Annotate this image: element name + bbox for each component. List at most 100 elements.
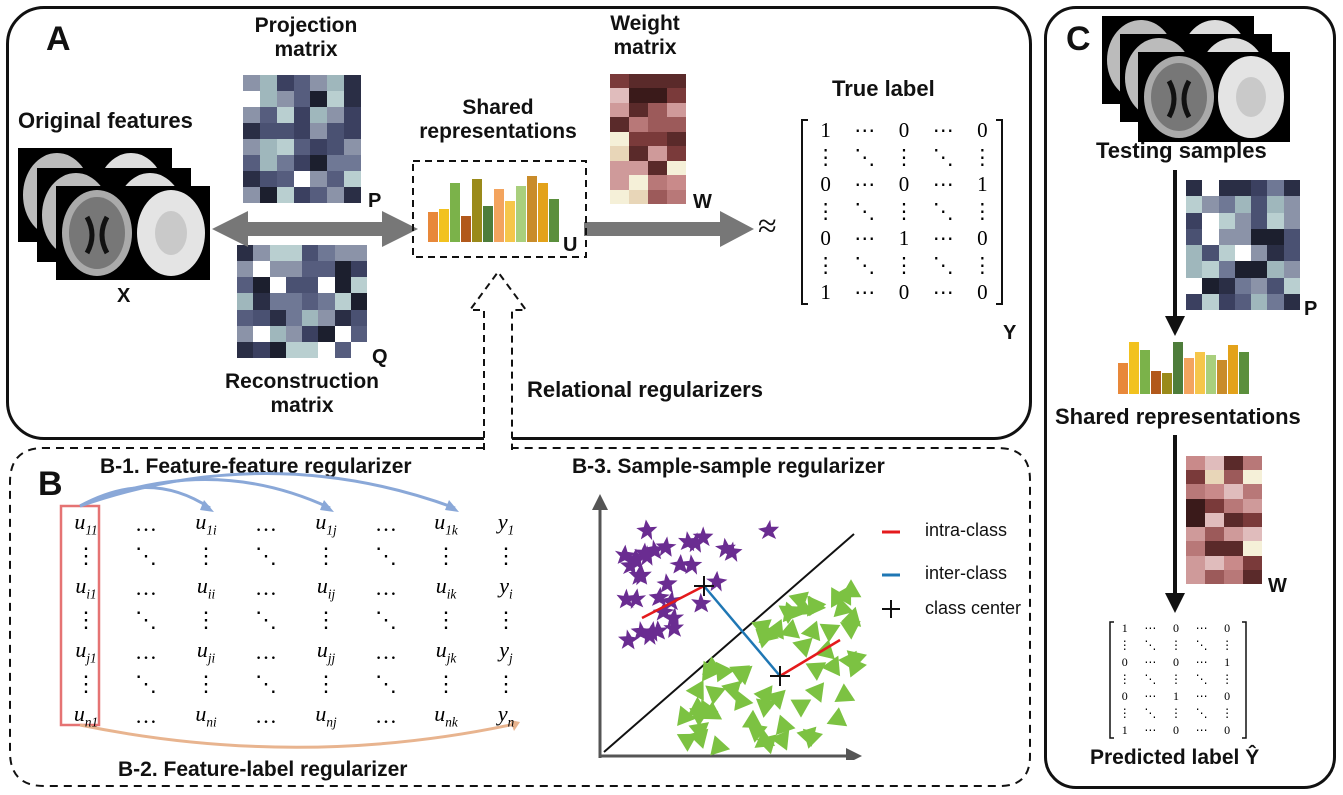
true-label-matrix: 1 ⋯ 0 ⋯ 0 ⋮ ⋱ ⋮ ⋱ ⋮ 0 ⋯ 0 ⋯ 1 ⋮ ⋱ ⋮ ⋱ ⋮ 0 ⋯ 1 ⋯ 0 ⋮ ⋱ ⋮ ⋱ ⋮ 1 ⋯ 0 ⋯ 0 [806,117,1002,306]
heatmap-cell [1283,277,1300,294]
matrix-cell: ⋮ [971,253,993,277]
triangle-sample [755,698,777,718]
heatmap-cell [334,277,351,294]
heatmap-cell [648,131,667,147]
w-label: W [693,191,712,213]
heatmap-cell [269,293,286,310]
shared-representations-title: Shared representations [398,96,598,144]
heatmap-cell [1251,228,1268,245]
heatmap-cell [1243,456,1262,471]
heatmap-cell [1267,212,1284,229]
heatmap-cell [243,75,260,91]
heatmap-cell [243,107,260,123]
matrix-cell: ⋯ [1195,723,1208,737]
heatmap-cell [1186,212,1203,229]
heatmap-cell [237,309,254,326]
heatmap-cell [648,146,667,161]
representation-bar [494,189,504,242]
heatmap-cell [237,245,254,262]
heatmap-cell [1186,555,1205,570]
matrix-cell: ⋮ [971,145,993,169]
heatmap-cell [1251,212,1268,229]
heatmap-cell [310,155,328,171]
heatmap-cell [1283,293,1300,310]
triangle-sample [819,623,841,643]
matrix-row: 0 ⋯ 0 ⋯ 1 [806,171,1002,198]
triangle-sample [834,683,856,702]
matrix-cell: ⋮ [75,671,97,696]
heatmap-cell [259,187,277,203]
matrix-row: 0 ⋯ 0 ⋯ 1 [1112,654,1240,671]
reconstruction-matrix-title: Reconstruction matrix [212,370,392,418]
representation-bar [1162,373,1172,394]
heatmap-cell [1224,555,1243,570]
heatmap-cell [1251,180,1268,197]
matrix-cell: ⋮ [1169,706,1182,720]
matrix-cell: 0 [1224,621,1231,635]
heatmap-cell [1251,196,1268,213]
heatmap-cell [1186,293,1203,310]
triangle-sample [792,637,813,658]
heatmap-cell [293,171,311,187]
matrix-cell: ⋯ [932,280,954,304]
heatmap-cell [327,139,345,155]
matrix-cell: ⋯ [932,118,954,142]
heatmap-cell [310,171,328,187]
matrix-cell: ⋮ [495,607,517,632]
heatmap-cell [1202,261,1219,278]
matrix-cell: ⋮ [893,199,915,223]
heatmap-cell [667,88,686,103]
matrix-row: u11 … u1i … u1j … u1k y1 [56,508,536,540]
heatmap-cell [667,189,686,204]
heatmap-cell [259,139,277,155]
heatmap-cell [318,309,335,326]
shared-representation-bars [428,176,568,242]
heatmap-cell [1234,180,1252,197]
triangle-sample [775,714,796,735]
heatmap-cell [1267,293,1284,310]
heatmap-cell [1267,228,1284,245]
representation-bar [1239,352,1249,394]
matrix-cell: ⋮ [1169,638,1182,652]
heatmap-cell [276,91,294,107]
heatmap-cell [293,91,311,107]
matrix-cell: ⋯ [932,226,954,250]
heatmap-cell [293,123,311,139]
heatmap-cell [1218,293,1235,310]
triangle-sample [676,733,698,752]
triangle-sample [826,707,848,727]
matrix-cell: ⋱ [135,607,157,632]
matrix-cell: ⋱ [135,671,157,696]
matrix-cell: ⋮ [1221,706,1234,720]
weight-line1: Weight [610,12,680,35]
heatmap-cell [1224,541,1243,556]
heatmap-cell [629,102,648,118]
heatmap-cell [259,123,277,139]
heatmap-cell [1267,196,1284,213]
matrix-cell: … [255,703,277,728]
triangle-sample [839,621,861,640]
matrix-cell: ⋯ [1195,655,1208,669]
heatmap-cell [1243,555,1262,570]
heatmap-cell [1224,569,1243,584]
heatmap-cell [344,155,361,171]
matrix-cell: ⋯ [1144,723,1157,737]
heatmap-cell [1267,245,1284,262]
heatmap-cell [253,309,270,326]
star-sample [630,621,652,641]
heatmap-cell [276,123,294,139]
heatmap-cell [1186,512,1205,528]
matrix-row: ⋮ ⋱ ⋮ ⋱ ⋮ ⋱ ⋮ ⋮ [56,668,536,700]
heatmap-cell [1218,180,1235,197]
heatmap-cell [629,189,648,204]
heatmap-cell [302,277,319,294]
matrix-cell: 0 [1224,689,1231,703]
matrix-cell: ⋮ [815,253,837,277]
heatmap-cell [344,139,361,155]
heatmap-cell [610,131,629,147]
heatmap-cell [629,160,648,176]
representation-bar [505,201,515,242]
matrix-cell: u1i [195,509,217,538]
heatmap-cell [1186,456,1205,471]
